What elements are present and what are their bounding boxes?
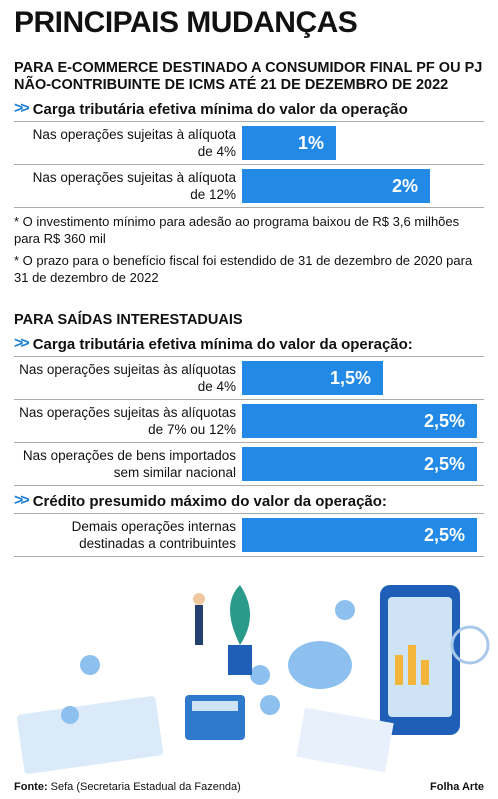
illustration [0, 585, 498, 780]
title: PRINCIPAIS MUDANÇAS [14, 6, 358, 39]
rows: Nas operações sujeitas à alíquota de 4% 1… [14, 121, 484, 208]
bar: 2% [242, 169, 430, 203]
value-label: 2,5% [423, 454, 465, 474]
source-text: Sefa (Secretaria Estadual da Fazenda) [50, 781, 241, 793]
bar: 1,5% [242, 361, 383, 395]
footer: Fonte: Sefa (Secretaria Estadual da Faze… [14, 781, 484, 793]
row-label: Nas operações sujeitas às alíquotas de 7… [19, 405, 236, 437]
source-label: Fonte: [14, 781, 48, 793]
note: * O investimento mínimo para adesão ao p… [14, 214, 460, 246]
note: * O prazo para o benefício fiscal foi es… [14, 253, 473, 285]
row-label: Demais operações internas destinadas a c… [71, 519, 236, 551]
subheading-text: Carga tributária efetiva mínima do valor… [32, 335, 413, 353]
row-label: Nas operações de bens importados sem sim… [22, 448, 236, 480]
row-label: Nas operações sujeitas à alíquota de 4% [32, 127, 236, 159]
subheading-text: Crédito presumido máximo do valor da ope… [32, 492, 387, 510]
section-heading: PARA E-COMMERCE DESTINADO A CONSUMIDOR F… [14, 60, 483, 93]
value-label: 1,5% [329, 368, 371, 388]
section: PARA E-COMMERCE DESTINADO A CONSUMIDOR F… [14, 60, 484, 286]
subheading-text: Carga tributária efetiva mínima do valor… [32, 100, 408, 118]
bar: 2,5% [242, 404, 477, 438]
credit: Folha Arte [430, 781, 484, 793]
bar: 2,5% [242, 447, 477, 481]
value-label: 2% [391, 176, 418, 196]
chevron-icon: >> [14, 335, 30, 352]
row: Nas operações sujeitas às alíquotas de 7… [14, 400, 484, 443]
subheading: >> Carga tributária efetiva mínima do val… [14, 100, 484, 118]
value-label: 2,5% [423, 525, 465, 545]
row: Nas operações sujeitas às alíquotas de 4… [14, 356, 484, 400]
chevron-icon: >> [14, 100, 30, 117]
row-label: Nas operações sujeitas às alíquotas de 4… [19, 362, 236, 394]
section-heading: PARA SAÍDAS INTERESTADUAIS [14, 312, 243, 328]
row: Nas operações de bens importados sem sim… [14, 443, 484, 486]
subheading: >> Carga tributária efetiva mínima do val… [14, 335, 484, 353]
value-label: 2,5% [423, 411, 465, 431]
rows: Nas operações sujeitas às alíquotas de 4… [14, 356, 484, 486]
row: Demais operações internas destinadas a c… [14, 513, 484, 557]
row: Nas operações sujeitas à alíquota de 12%… [14, 165, 484, 208]
row: Nas operações sujeitas à alíquota de 4% 1… [14, 121, 484, 165]
section: PARA SAÍDAS INTERESTADUAIS >> Carga tribut… [14, 312, 484, 557]
rows: Demais operações internas destinadas a c… [14, 513, 484, 557]
content: PARA E-COMMERCE DESTINADO A CONSUMIDOR F… [14, 60, 484, 583]
bar: 2,5% [242, 518, 477, 552]
value-label: 1% [297, 133, 324, 153]
bar: 1% [242, 126, 336, 160]
source: Fonte: Sefa (Secretaria Estadual da Faze… [14, 781, 241, 793]
subheading: >> Crédito presumido máximo do valor da o… [14, 492, 484, 510]
row-label: Nas operações sujeitas à alíquota de 12% [32, 170, 236, 202]
chevron-icon: >> [14, 492, 30, 509]
